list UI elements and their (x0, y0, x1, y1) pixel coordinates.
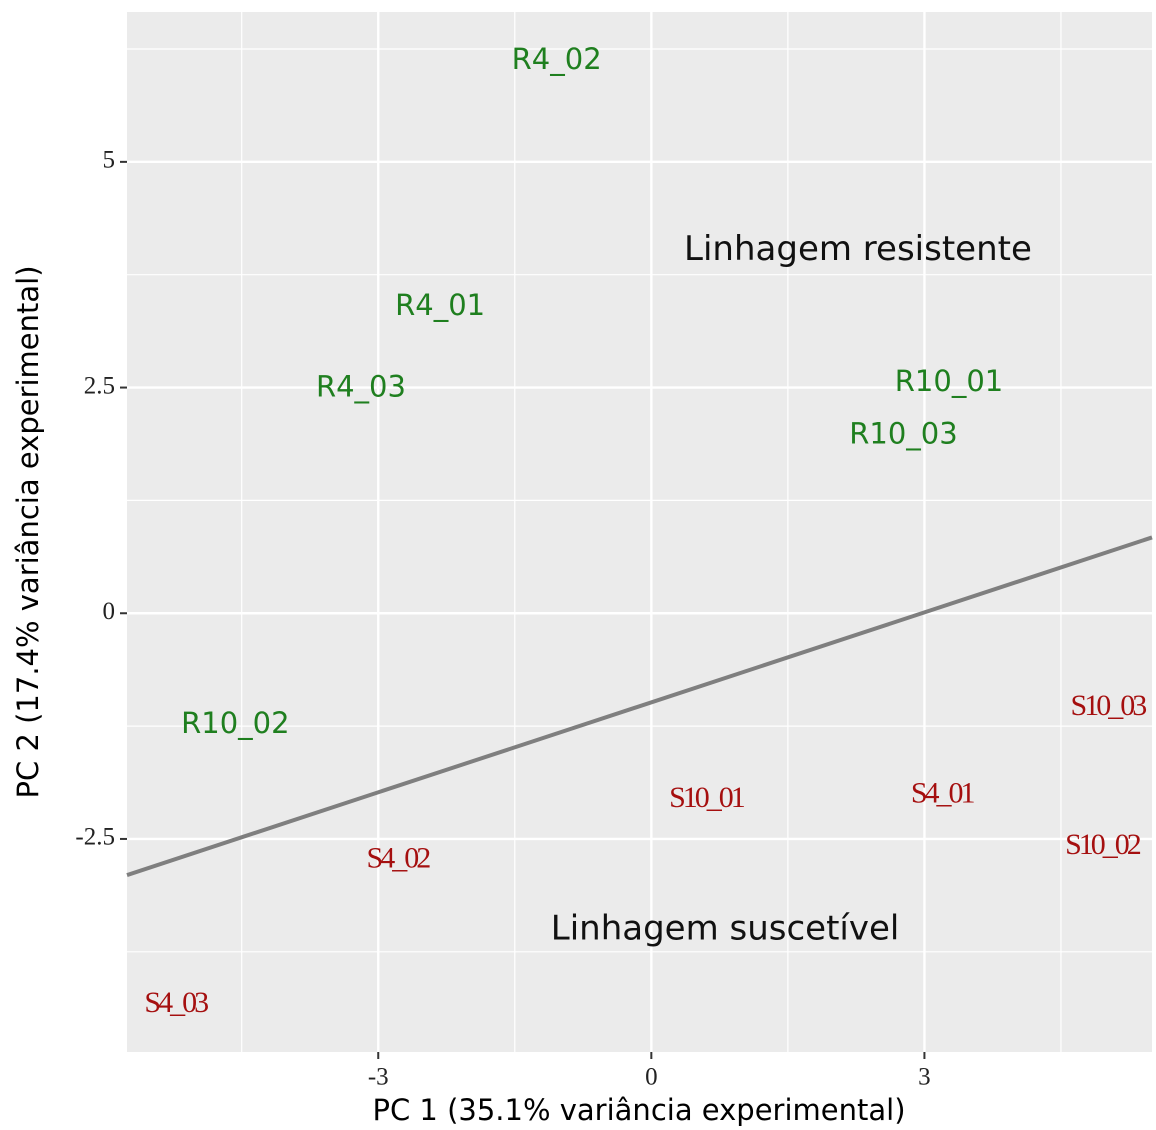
y-tick-label: 5 (103, 147, 116, 174)
y-axis-label: PC 2 (17.4% variância experimental) (11, 265, 45, 798)
panel (127, 12, 1152, 1052)
point-label: R4_03 (316, 369, 406, 403)
y-tick-label: -2.5 (75, 824, 115, 851)
x-axis-label: PC 1 (35.1% variância experimental) (372, 1093, 905, 1127)
point-label: S4_02 (367, 842, 431, 875)
point-label: R10_02 (181, 706, 289, 740)
separator-line (126, 535, 1153, 877)
x-tick-label: 3 (918, 1064, 931, 1091)
y-tick-label: 2.5 (84, 372, 115, 399)
y-tick-label: 0 (103, 598, 116, 625)
annotation: Linhagem resistente (684, 229, 1032, 269)
point-label: S4_01 (911, 777, 975, 810)
x-tick-label: -3 (368, 1064, 389, 1091)
point-label: S10_01 (669, 781, 745, 814)
point-label: R10_01 (895, 364, 1003, 398)
annotation: Linhagem suscetível (551, 909, 900, 949)
point-label: R10_03 (849, 416, 957, 450)
point-label: R4_02 (512, 42, 602, 76)
x-tick-label: 0 (645, 1064, 658, 1091)
point-label: S4_03 (144, 986, 208, 1019)
point-label: S10_03 (1071, 689, 1147, 722)
point-label: R4_01 (395, 288, 485, 322)
point-label: S10_02 (1065, 828, 1141, 861)
